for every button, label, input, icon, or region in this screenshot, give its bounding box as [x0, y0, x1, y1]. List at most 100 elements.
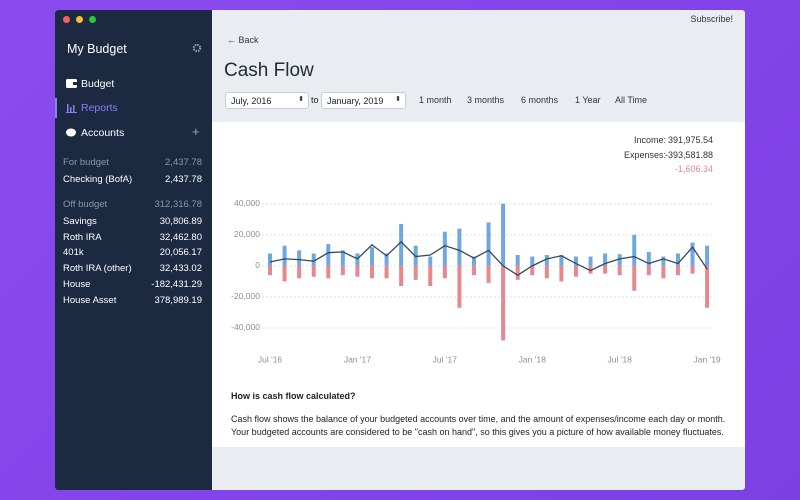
y-tick-label: 20,000 [234, 229, 260, 239]
account-balance: -182,431.29 [151, 279, 202, 290]
bar [559, 255, 564, 266]
range-button[interactable]: 1 month [419, 95, 452, 105]
x-tick-label: Jan '18 [519, 354, 546, 364]
y-tick-label: -40,000 [231, 322, 260, 332]
range-button[interactable]: 6 months [521, 95, 559, 105]
bar [632, 265, 637, 291]
subscribe-link[interactable]: Subscribe! [690, 14, 733, 24]
account-name[interactable]: 401k [63, 247, 84, 259]
y-tick-label: -20,000 [231, 291, 260, 301]
group-label: For budget [63, 157, 109, 168]
bar [442, 265, 447, 279]
x-tick-label: Jan '19 [694, 354, 721, 364]
bar [501, 203, 506, 266]
to-value: January, 2019 [327, 96, 384, 106]
income-total: 391,975.54 [667, 135, 713, 145]
bar [428, 265, 433, 287]
bar [311, 265, 316, 277]
bar [457, 265, 462, 308]
account-name[interactable]: Checking (BofA) [63, 173, 133, 185]
account-name[interactable]: Roth IRA (other) [63, 263, 132, 275]
settings-icon[interactable] [192, 43, 202, 53]
bar [690, 265, 695, 274]
bar [559, 265, 564, 282]
bar [282, 265, 287, 282]
bar [297, 250, 302, 266]
select-arrow: ⬍ [395, 96, 401, 103]
nav-item[interactable]: Budget [81, 78, 115, 90]
x-tick-label: Jul '16 [258, 354, 283, 364]
bar [588, 256, 593, 266]
bar [369, 247, 374, 266]
bar [326, 244, 331, 266]
bar [297, 265, 302, 279]
bar [399, 223, 404, 266]
budget-title: My Budget [67, 42, 127, 56]
bar [588, 265, 593, 274]
bar [632, 234, 637, 266]
account-balance: 2,437.78 [165, 173, 202, 185]
range-button[interactable]: All Time [615, 95, 648, 105]
bar [442, 231, 447, 266]
budget-icon [66, 79, 77, 88]
range-button[interactable]: 3 months [467, 95, 505, 105]
account-name[interactable]: House [63, 279, 91, 290]
bar [661, 256, 666, 266]
bar [428, 256, 433, 266]
to-label: to [311, 95, 319, 105]
explanation-body: Cash flow shows the balance of your budg… [231, 414, 726, 437]
bar [617, 254, 622, 266]
group-label: Off budget [63, 199, 108, 211]
bar [515, 255, 520, 266]
bar [340, 265, 345, 276]
x-tick-label: Jan '17 [344, 354, 371, 364]
bar [413, 265, 418, 280]
bar [486, 222, 491, 266]
select-arrow: ⬍ [298, 96, 304, 103]
bar [705, 245, 710, 266]
bar [399, 265, 404, 287]
x-tick-label: Jul '17 [433, 354, 458, 364]
bar [457, 228, 462, 266]
bar [690, 242, 695, 266]
bar [515, 265, 520, 280]
bar [384, 253, 389, 266]
bar [530, 256, 535, 266]
bar [486, 265, 491, 283]
to-select[interactable]: January, 2019 ⬍ [321, 92, 406, 109]
from-value: July, 2016 [231, 96, 272, 106]
bar [326, 265, 331, 279]
nav-item[interactable]: Reports [81, 102, 118, 114]
account-balance: 378,989.19 [154, 294, 202, 306]
add-account-button[interactable]: + [192, 124, 200, 139]
minimize-button[interactable] [76, 16, 83, 23]
bar [603, 253, 608, 266]
reports-icon [66, 104, 77, 113]
page-title: Cash Flow [224, 60, 314, 81]
window: My Budget Budget Reports Accounts + For … [55, 10, 745, 490]
back-link[interactable]: ← Back [227, 35, 259, 45]
bar [530, 265, 535, 276]
bar [384, 265, 389, 279]
bar [661, 265, 666, 279]
range-button[interactable]: 1 Year [575, 95, 601, 105]
account-balance: 32,462.80 [159, 231, 202, 243]
account-name[interactable]: Roth IRA [63, 231, 102, 243]
close-button[interactable] [63, 16, 70, 23]
income-label: Income: [633, 135, 666, 145]
bar [471, 265, 476, 276]
account-balance: 32,433.02 [159, 263, 202, 275]
account-name[interactable]: Savings [63, 215, 97, 227]
nav-item[interactable]: Accounts [81, 127, 125, 139]
zoom-button[interactable] [89, 16, 96, 23]
expenses-total: -393,581.88 [664, 150, 713, 160]
active-indicator [55, 98, 57, 118]
from-select[interactable]: July, 2016 ⬍ [225, 92, 309, 109]
y-tick-label: 40,000 [234, 198, 260, 208]
bar [603, 265, 608, 274]
bar [544, 255, 549, 266]
x-tick-label: Jul '18 [608, 354, 633, 364]
sidebar: My Budget Budget Reports Accounts + For … [55, 10, 212, 490]
account-name[interactable]: House Asset [63, 294, 117, 306]
bar [617, 265, 622, 276]
